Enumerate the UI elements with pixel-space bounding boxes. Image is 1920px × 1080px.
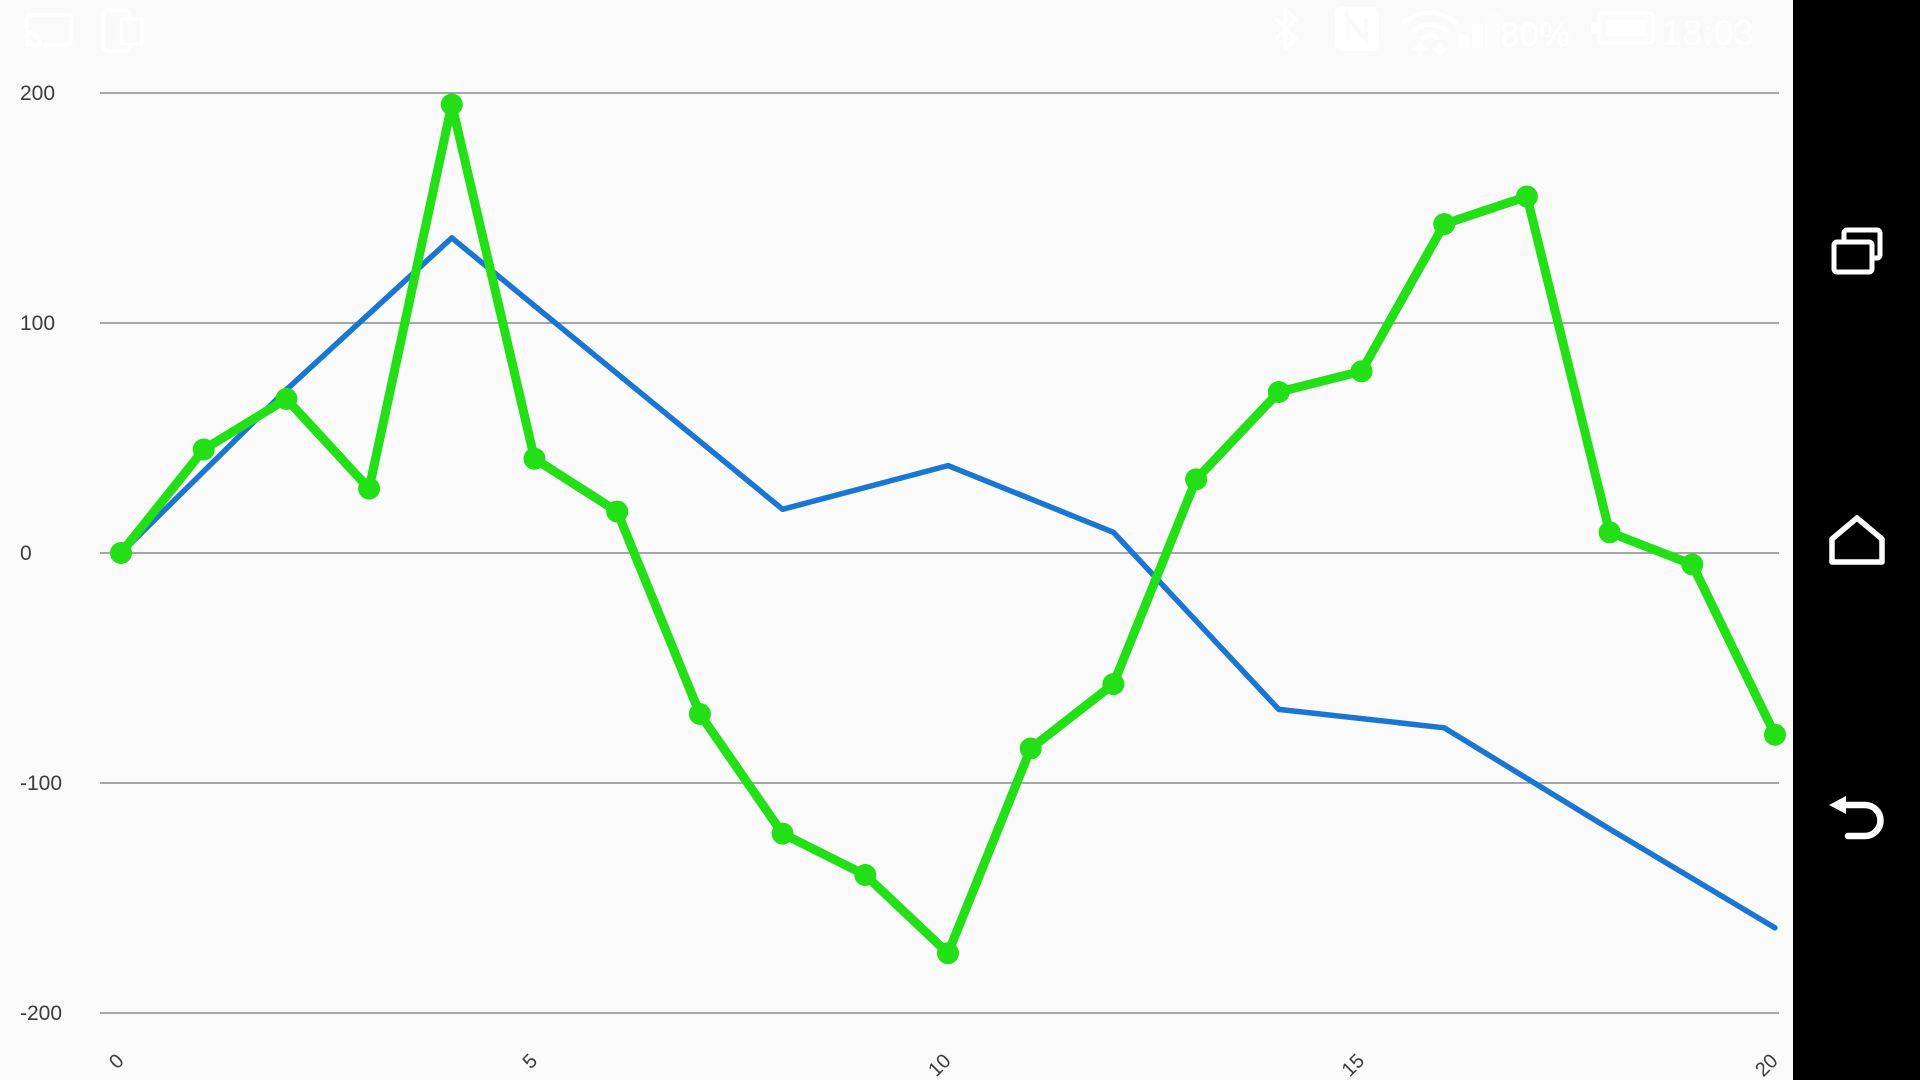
data-point-marker bbox=[523, 447, 546, 470]
y-axis-tick-label: 0 bbox=[20, 542, 32, 565]
data-point-marker bbox=[1350, 360, 1373, 383]
data-point-marker bbox=[606, 500, 629, 523]
y-axis-tick-label: -200 bbox=[20, 1002, 62, 1025]
x-axis-tick-label: 15 bbox=[1338, 1050, 1369, 1080]
back-button[interactable] bbox=[1793, 780, 1920, 860]
recents-icon bbox=[1831, 227, 1882, 275]
clock: 18:03 bbox=[1662, 14, 1755, 53]
data-point-marker bbox=[1598, 521, 1621, 544]
data-point-marker bbox=[937, 942, 959, 965]
screen-mirror-icon bbox=[101, 8, 144, 53]
home-icon bbox=[1828, 515, 1885, 565]
data-point-marker bbox=[1185, 468, 1208, 491]
navigation-bar bbox=[1793, 0, 1920, 1080]
wifi-icon bbox=[1401, 10, 1459, 56]
nfc-icon bbox=[1335, 7, 1379, 51]
data-point-marker bbox=[275, 387, 298, 410]
data-point-marker bbox=[192, 438, 215, 461]
data-point-marker bbox=[854, 864, 877, 886]
y-axis-tick-label: 100 bbox=[20, 312, 55, 335]
x-axis-tick-label: 10 bbox=[924, 1050, 955, 1080]
data-point-marker bbox=[1433, 213, 1456, 236]
battery-percent: 80% bbox=[1500, 16, 1572, 54]
cast-icon bbox=[25, 13, 73, 47]
data-point-marker bbox=[110, 542, 132, 564]
x-axis-tick-label: 20 bbox=[1751, 1050, 1782, 1080]
data-point-marker bbox=[1764, 723, 1786, 746]
blue-line bbox=[118, 235, 1778, 931]
bluetooth-icon bbox=[1274, 8, 1298, 50]
back-icon bbox=[1828, 796, 1884, 840]
home-button[interactable] bbox=[1793, 500, 1920, 580]
data-point-marker bbox=[1019, 737, 1042, 760]
data-point-marker bbox=[771, 822, 794, 845]
y-axis-tick-label: 200 bbox=[20, 82, 55, 105]
data-point-marker bbox=[1102, 673, 1125, 696]
x-axis-tick-label: 5 bbox=[519, 1050, 542, 1073]
x-axis-tick-label: 0 bbox=[105, 1050, 128, 1073]
battery-icon bbox=[1591, 11, 1655, 45]
status-bar: 80% 18:03 bbox=[0, 0, 1793, 56]
data-point-marker bbox=[688, 703, 711, 725]
y-axis-tick-label: -100 bbox=[20, 772, 62, 795]
data-point-marker bbox=[358, 477, 381, 500]
data-point-marker bbox=[1681, 553, 1704, 576]
line-chart[interactable]: 200 100 0 -100 -200 0 5 10 15 20 bbox=[0, 0, 1793, 1080]
data-point-marker bbox=[440, 93, 463, 116]
recents-button[interactable] bbox=[1793, 212, 1920, 292]
data-point-marker bbox=[1267, 381, 1290, 403]
data-point-marker bbox=[1515, 185, 1538, 208]
signal-icon bbox=[1458, 12, 1500, 48]
green-line bbox=[116, 100, 1780, 958]
